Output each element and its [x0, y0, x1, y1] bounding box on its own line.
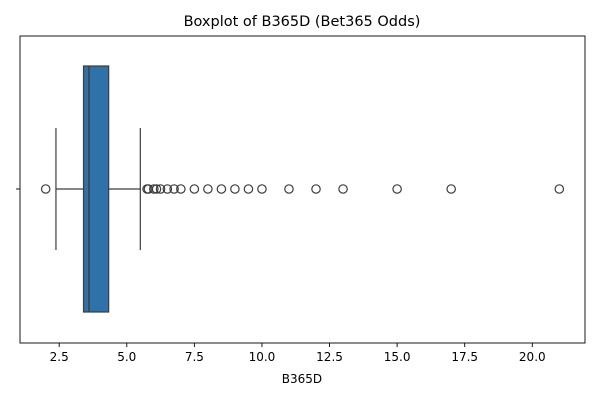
outlier-point [230, 184, 240, 194]
outlier-point [392, 184, 402, 194]
x-axis-label: B365D [282, 372, 322, 386]
chart-title: Boxplot of B365D (Bet365 Odds) [184, 14, 421, 30]
outlier-point [257, 184, 267, 194]
outlier-point [216, 184, 227, 194]
outlier-point [176, 184, 186, 194]
outlier-point [203, 184, 213, 194]
outlier-points [40, 184, 565, 194]
x-tick-label: 12.5 [316, 350, 343, 364]
outlier-point [243, 184, 254, 194]
outlier-point [189, 184, 200, 194]
x-tick-label: 2.5 [50, 350, 69, 364]
x-tick-label: 20.0 [519, 350, 546, 364]
outlier-point [155, 184, 166, 194]
outlier-point [169, 184, 179, 194]
outlier-point [40, 184, 51, 194]
outlier-point [284, 184, 294, 194]
plot-area-frame [19, 35, 586, 344]
outlier-point [162, 184, 173, 194]
outlier-point [554, 184, 565, 194]
outlier-point [311, 184, 321, 194]
outlier-point [151, 184, 162, 194]
x-axis: 2.5 5.0 7.5 10.0 12.5 15.0 17.5 20.0 [50, 343, 546, 364]
x-tick-label: 7.5 [185, 350, 204, 364]
outlier-point [446, 184, 456, 194]
outlier-point [149, 184, 159, 194]
x-tick-label: 10.0 [249, 350, 276, 364]
x-tick-label: 17.5 [451, 350, 478, 364]
x-tick-label: 15.0 [384, 350, 411, 364]
outlier-point [338, 184, 348, 194]
iqr-box [82, 65, 110, 313]
boxplot-series [55, 65, 141, 313]
x-tick-label: 5.0 [117, 350, 136, 364]
